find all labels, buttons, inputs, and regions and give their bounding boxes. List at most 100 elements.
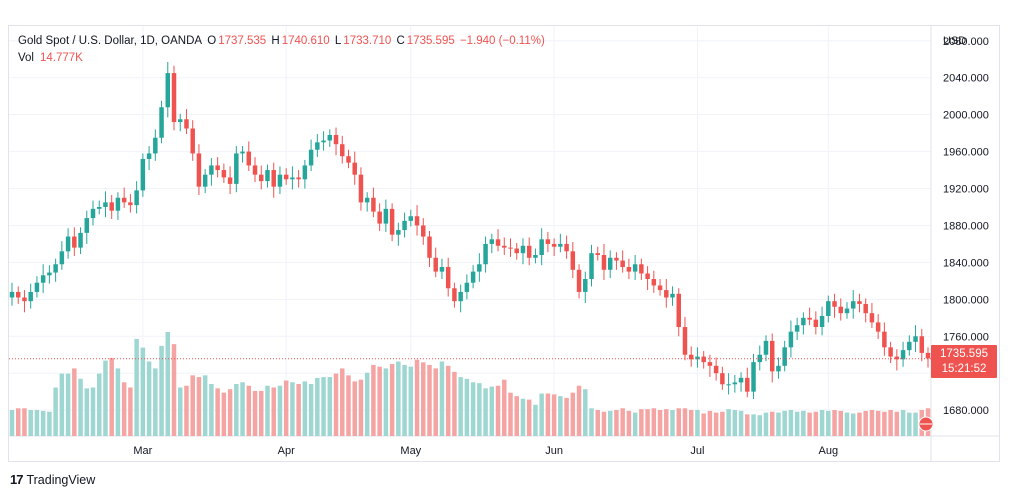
volume-bar [321, 377, 326, 436]
volume-bar [72, 368, 77, 436]
volume-bar [826, 410, 831, 436]
candle-body [352, 162, 357, 175]
x-tick-label: Mar [133, 445, 152, 457]
candle-body [657, 285, 663, 291]
x-tick-label: Jun [545, 445, 563, 457]
candle-body [153, 137, 158, 154]
volume-bar [202, 375, 208, 436]
candle-body [47, 272, 52, 276]
volume-bar [221, 392, 227, 436]
candle-body [184, 119, 189, 129]
candle-body [900, 350, 906, 360]
volume-bar [832, 410, 837, 436]
volume-bar [589, 408, 594, 436]
y-tick-label: 1680.000 [943, 405, 989, 417]
candle-body [763, 340, 769, 355]
volume-bar [607, 410, 613, 436]
volume-bar [907, 412, 912, 436]
volume-bar [296, 384, 301, 436]
candle-body [421, 225, 426, 237]
volume-bar [190, 375, 195, 436]
volume-bar [776, 412, 781, 436]
candle-body [171, 73, 177, 123]
candle-body [159, 107, 164, 138]
volume-bar [850, 413, 856, 436]
volume-bar [433, 368, 438, 436]
volume-bar [84, 388, 90, 436]
vol-label: Vol [18, 52, 34, 64]
volume-bar [639, 409, 644, 436]
volume-bar [732, 410, 738, 436]
volume-bar [595, 410, 600, 436]
volume-bar [801, 410, 806, 436]
open-value: 1737.535 [218, 35, 267, 47]
volume-bar [252, 390, 258, 436]
symbol-label[interactable]: Gold Spot / U.S. Dollar, 1D, OANDA [18, 35, 203, 47]
volume-bar [196, 377, 202, 436]
volume-bar [813, 411, 819, 436]
y-tick-label: 2000.000 [943, 110, 989, 122]
candle-body [913, 336, 918, 342]
candle-body [576, 269, 582, 292]
candle-body [713, 365, 719, 374]
tradingview-logo[interactable]: 17 TradingView [10, 472, 95, 487]
candle-body [682, 327, 688, 355]
volume-bar [869, 410, 875, 436]
volume-bar [769, 411, 775, 436]
low-value: 1733.710 [343, 35, 392, 47]
candle-body [607, 257, 613, 270]
candle-body [115, 197, 121, 211]
volume-bar [240, 382, 245, 436]
tradingview-icon: 17 [10, 472, 24, 487]
volume-bar [283, 380, 289, 436]
volume-bar [340, 368, 345, 436]
chart-frame [8, 25, 1000, 462]
candle-body [452, 288, 457, 302]
volume-bar [558, 396, 563, 436]
volume-bar [819, 410, 825, 436]
volume-bar [900, 410, 906, 436]
candle-body [246, 151, 252, 166]
candle-body [196, 153, 202, 187]
candle-body [433, 257, 438, 272]
high-value: 1740.610 [281, 35, 330, 47]
candle-body [857, 301, 862, 304]
candle-body [134, 190, 139, 206]
volume-bar [539, 393, 544, 436]
volume-bar [452, 371, 457, 436]
volume-bar [364, 372, 370, 436]
volume-bar [526, 399, 532, 436]
candle-body [894, 356, 900, 360]
candle-body [769, 340, 775, 372]
candle-body [252, 165, 258, 175]
volume-bar [47, 411, 52, 436]
candle-body [907, 341, 912, 351]
volume-bar [688, 410, 694, 436]
candle-body [601, 255, 607, 270]
volume-bar [632, 412, 638, 436]
candle-body [514, 248, 519, 254]
candle-body [826, 301, 831, 316]
candle-body [140, 158, 146, 191]
volume-bar [782, 410, 787, 436]
candle-body [377, 211, 382, 224]
candle-body [302, 165, 308, 180]
candle-body [844, 308, 850, 314]
volume-bar [40, 410, 46, 436]
candle-body [209, 165, 214, 175]
volume-bar [888, 410, 893, 436]
candle-body [15, 291, 21, 298]
candle-body [470, 271, 476, 283]
candle-body [670, 293, 675, 298]
candle-body [84, 218, 90, 233]
candle-body [539, 239, 544, 256]
volume-bar [327, 377, 333, 436]
candle-body [221, 170, 227, 178]
candle-body [9, 291, 15, 298]
candle-body [96, 206, 102, 209]
candle-body [22, 297, 27, 302]
candle-body [234, 153, 239, 184]
volume-bar [128, 387, 133, 436]
volume-bar [371, 364, 376, 436]
